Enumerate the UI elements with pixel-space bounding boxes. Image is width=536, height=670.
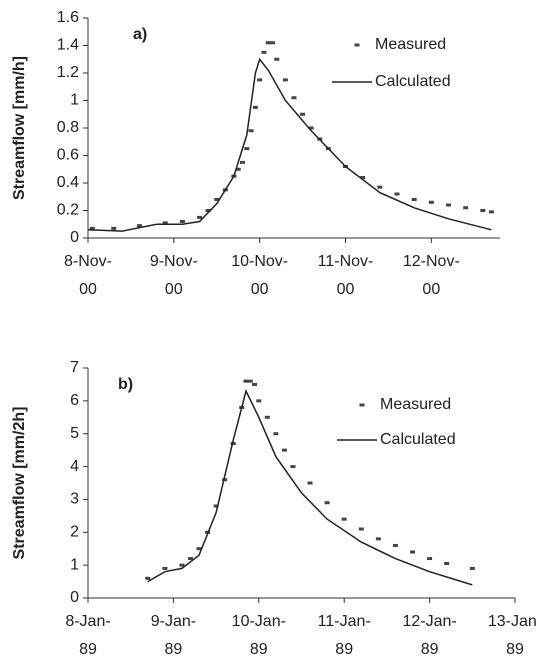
- legend-marker: [354, 43, 360, 47]
- measured-point: [428, 200, 434, 204]
- measured-point: [463, 206, 469, 210]
- y-tick-label: 0: [70, 589, 79, 606]
- y-tick-label: 0.4: [57, 174, 79, 191]
- measured-point: [488, 210, 494, 214]
- measured-point: [392, 543, 398, 547]
- legend-label: Calculated: [380, 431, 456, 448]
- measured-point: [187, 557, 193, 561]
- measured-point: [273, 432, 279, 436]
- panel-label: b): [118, 376, 133, 393]
- y-axis-title: Streamflow [mm/2h]: [11, 407, 28, 560]
- measured-point: [265, 41, 271, 45]
- measured-point: [205, 209, 211, 212]
- measured-point: [270, 41, 276, 45]
- measured-point: [235, 167, 241, 171]
- x-tick-label: 8-Jan-89: [65, 613, 110, 658]
- y-tick-label: 1: [70, 556, 79, 573]
- measured-point: [240, 160, 245, 164]
- y-tick-label: 1.4: [57, 37, 79, 54]
- y-tick-label: 1.6: [57, 9, 79, 26]
- measured-point: [111, 226, 117, 230]
- measured-point: [162, 221, 168, 225]
- y-tick-label: 5: [70, 425, 79, 442]
- measured-point: [256, 399, 262, 403]
- y-tick-label: 2: [70, 524, 79, 541]
- measured-point: [446, 203, 451, 207]
- measured-point: [196, 547, 202, 551]
- y-tick-label: 7: [70, 359, 79, 376]
- measured-point: [162, 566, 168, 570]
- legend-label: Measured: [375, 36, 446, 53]
- x-tick-label: 10-Nov-00: [231, 253, 288, 298]
- measured-point: [341, 517, 347, 521]
- measured-point: [394, 192, 400, 196]
- measured-point: [257, 78, 263, 82]
- y-tick-label: 4: [70, 458, 79, 475]
- legend-label: Measured: [380, 396, 451, 413]
- measured-point: [244, 147, 250, 151]
- y-tick-label: 0.2: [57, 202, 79, 219]
- measured-point: [375, 537, 381, 541]
- x-tick-label: 8-Nov-00: [64, 253, 112, 298]
- x-tick-label: 12-Nov-00: [403, 253, 460, 298]
- measured-point: [137, 224, 142, 228]
- legend-label: Calculated: [375, 73, 451, 90]
- x-tick-label: 9-Nov-00: [150, 253, 198, 298]
- x-tick-label: 11-Jan-89: [318, 613, 371, 658]
- measured-point: [410, 550, 416, 554]
- measured-point: [243, 379, 249, 383]
- measured-point: [179, 563, 185, 567]
- measured-point: [377, 185, 383, 189]
- x-tick-label: 10-Jan-89: [232, 613, 286, 658]
- measured-point: [282, 78, 288, 82]
- measured-point: [307, 481, 313, 485]
- measured-point: [247, 379, 253, 383]
- measured-point: [427, 557, 433, 561]
- measured-point: [291, 96, 297, 100]
- measured-point: [213, 504, 219, 508]
- y-tick-label: 1: [70, 92, 79, 109]
- y-tick-label: 3: [70, 491, 79, 508]
- calculated-line: [87, 57, 492, 232]
- measured-point: [358, 527, 364, 531]
- calculated-line: [147, 388, 473, 586]
- measured-point: [324, 501, 330, 505]
- measured-point: [444, 562, 450, 565]
- y-tick-label: 1.2: [57, 64, 79, 81]
- y-tick-label: 0.8: [57, 119, 79, 136]
- measured-point: [179, 220, 185, 223]
- measured-point: [214, 198, 220, 201]
- measured-point: [264, 415, 270, 419]
- measured-point: [145, 576, 151, 580]
- measured-point: [308, 126, 314, 130]
- measured-point: [469, 566, 475, 570]
- panel-label: a): [133, 26, 147, 43]
- measured-point: [480, 209, 486, 212]
- measured-point: [261, 50, 267, 54]
- y-tick-label: 0.6: [57, 147, 79, 164]
- y-axis-title: Streamflow [mm/h]: [11, 56, 28, 200]
- x-tick-label: 12-Jan-89: [402, 613, 456, 658]
- legend-marker: [359, 403, 365, 407]
- x-tick-label: 13-Jan-89: [488, 613, 536, 658]
- measured-point: [274, 57, 280, 61]
- measured-point: [252, 382, 258, 386]
- measured-point: [300, 112, 306, 116]
- measured-point: [360, 176, 366, 179]
- measured-point: [197, 215, 203, 219]
- measured-point: [89, 226, 95, 230]
- measured-point: [252, 105, 258, 109]
- measured-point: [411, 198, 417, 201]
- y-tick-label: 6: [70, 392, 79, 409]
- x-tick-label: 11-Nov-00: [318, 253, 374, 298]
- measured-point: [290, 465, 296, 469]
- measured-point: [248, 129, 254, 133]
- x-tick-label: 9-Jan-89: [151, 613, 196, 658]
- y-tick-label: 0: [70, 229, 79, 246]
- measured-point: [281, 448, 287, 452]
